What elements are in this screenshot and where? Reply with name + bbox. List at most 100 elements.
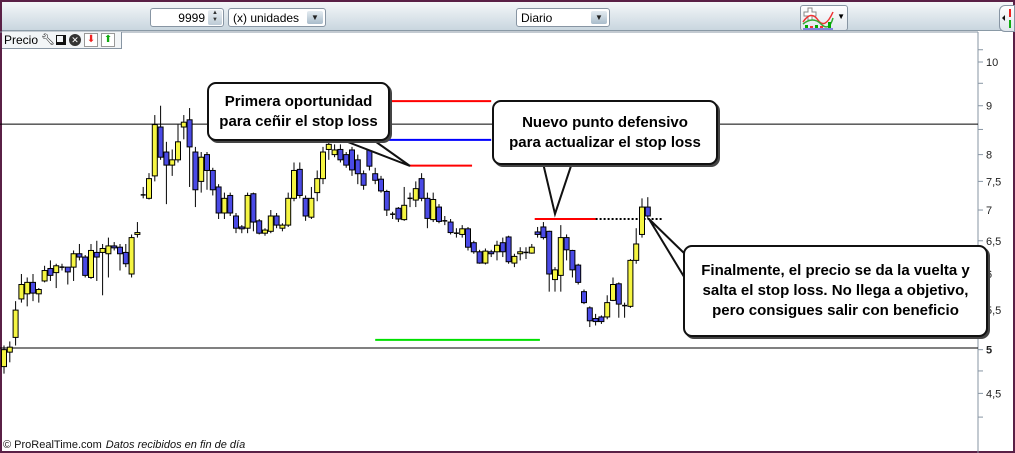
candle-body	[93, 251, 100, 258]
quantity-value: 9999	[178, 11, 205, 25]
candle	[343, 152, 350, 168]
candle-body	[401, 204, 408, 221]
candle	[575, 263, 582, 285]
add-indicator-button[interactable]: ▼	[800, 5, 848, 31]
quantity-stepper[interactable]: ▲ ▼	[208, 10, 222, 25]
units-select[interactable]: (x) unidades ▼	[228, 8, 326, 27]
candle-body	[192, 151, 199, 191]
wrench-icon[interactable]: 🔧︎	[41, 34, 55, 46]
candle-body	[499, 242, 506, 253]
candle-body	[337, 148, 344, 161]
candles	[1, 105, 651, 374]
candle	[453, 228, 459, 238]
candle	[186, 108, 193, 187]
candle	[117, 243, 123, 271]
candle-body	[146, 178, 152, 199]
candle	[24, 277, 31, 307]
candle	[192, 146, 199, 208]
callout-pointer-second	[541, 162, 574, 218]
move-down-icon[interactable]: ⬇	[84, 33, 99, 47]
candle-body	[378, 178, 384, 192]
candle	[482, 248, 489, 265]
candle	[140, 186, 146, 199]
candle-body	[349, 149, 355, 171]
candle-body	[552, 269, 558, 281]
candle	[633, 228, 640, 264]
candle-body	[563, 237, 570, 251]
candle	[302, 195, 309, 221]
candle-body	[163, 151, 170, 166]
quantity-input[interactable]: 9999 ▲ ▼	[150, 8, 224, 27]
chevron-down-icon[interactable]: ▼	[307, 11, 323, 24]
candle	[523, 247, 529, 260]
panel-title: Precio	[4, 33, 39, 47]
candle	[470, 240, 477, 254]
candle-body	[128, 237, 135, 275]
y-tick-label: 5	[986, 345, 992, 357]
candle-body	[82, 256, 89, 276]
candle	[93, 240, 100, 281]
candle	[308, 186, 315, 220]
candle	[12, 301, 19, 346]
candle-body	[221, 197, 228, 214]
candle	[256, 219, 263, 235]
candle-body	[30, 281, 36, 294]
chevron-down-icon[interactable]: ▼	[837, 12, 845, 21]
candle	[151, 115, 158, 182]
windows-icon[interactable]	[56, 35, 67, 45]
timeframe-select[interactable]: Diario ▼	[516, 8, 610, 27]
close-icon[interactable]: ✕	[69, 34, 82, 46]
candle	[360, 170, 367, 190]
candle-body	[285, 197, 292, 226]
candle-body	[12, 309, 19, 338]
candle-body	[320, 151, 326, 180]
candle-body	[494, 244, 500, 253]
candle	[180, 115, 187, 140]
candle	[111, 242, 118, 251]
candle	[459, 225, 466, 238]
candle-body	[47, 267, 54, 276]
candle	[175, 124, 181, 163]
candle	[610, 277, 616, 302]
chevron-down-icon[interactable]: ▼	[591, 11, 607, 24]
move-up-icon[interactable]: ⬆	[101, 33, 116, 47]
candle	[540, 222, 547, 240]
candle-body	[592, 317, 599, 323]
data-note: Datos recibidos en fin de día	[105, 439, 246, 451]
candle-body	[1, 349, 7, 368]
candle-body	[18, 283, 25, 300]
candle-body	[105, 245, 112, 255]
y-tick-label: 4,5	[986, 388, 1001, 400]
candle-body	[360, 173, 367, 186]
candle-body	[581, 291, 587, 304]
candle-body	[41, 270, 48, 282]
candle-body	[412, 188, 419, 201]
candle	[215, 184, 222, 220]
y-tick-label: 6	[986, 269, 992, 281]
callout-third: Finalmente, el precio se da la vuelta y …	[683, 245, 988, 337]
candle-body	[233, 215, 239, 229]
candle	[528, 243, 535, 254]
callout-first: Primera oportunidad para ceñir el stop l…	[207, 82, 390, 141]
candle	[331, 144, 338, 158]
candle-body	[325, 143, 332, 150]
candle-body	[296, 168, 303, 196]
candle-body	[447, 221, 454, 234]
candle-body	[291, 169, 297, 199]
candle	[534, 226, 541, 238]
candle	[238, 225, 245, 234]
candle	[99, 243, 106, 296]
candle	[563, 234, 570, 261]
candle-body	[186, 119, 193, 148]
candle-body	[557, 237, 564, 276]
candle-body	[546, 230, 553, 275]
candle	[227, 192, 234, 216]
candle	[598, 315, 605, 324]
candle-body	[633, 243, 640, 261]
candle	[296, 162, 303, 199]
candle-body	[244, 194, 251, 229]
candle	[204, 152, 210, 190]
candle-body	[64, 266, 71, 273]
candle-body	[644, 206, 651, 217]
